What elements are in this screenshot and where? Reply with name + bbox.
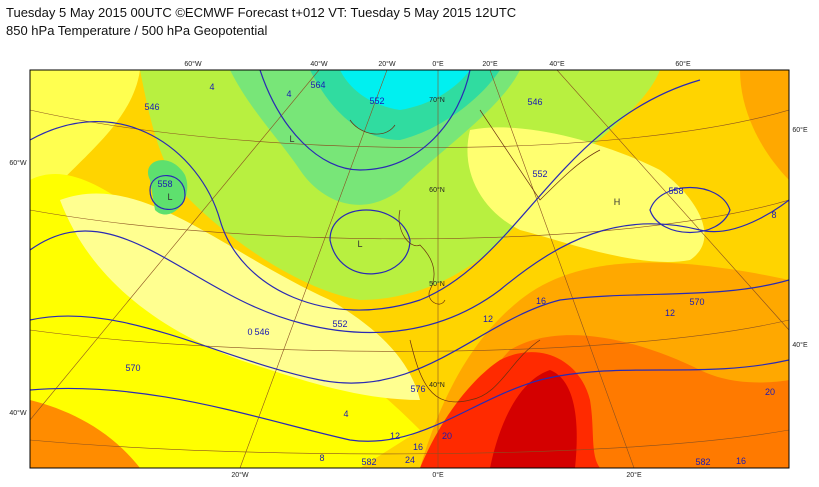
geopotential-label: 552 (332, 319, 347, 329)
map-fields (30, 70, 789, 468)
header: Tuesday 5 May 2015 00UTC ©ECMWF Forecast… (6, 4, 516, 40)
temperature-label: 4 (286, 89, 291, 99)
temperature-label: 12 (483, 314, 493, 324)
graticule (30, 70, 789, 468)
geopotential-label: 546 (144, 102, 159, 112)
contours (30, 70, 789, 442)
graticule-label: 60°N (429, 186, 445, 194)
graticule-label: 60°E (792, 126, 808, 134)
graticule-label: 20°W (378, 60, 396, 68)
geopotential-label: 582 (361, 457, 376, 467)
graticule-label: 0°E (432, 60, 444, 68)
pressure-center: L (289, 134, 294, 144)
subtitle-line: 850 hPa Temperature / 500 hPa Geopotenti… (6, 23, 268, 38)
pressure-center: L (167, 192, 172, 202)
temperature-label: 20 (765, 387, 775, 397)
temperature-label: 12 (665, 308, 675, 318)
temperature-label: 20 (442, 431, 452, 441)
geopotential-label: 546 (254, 327, 269, 337)
temperature-label: 8 (319, 453, 324, 463)
temperature-label: 16 (536, 296, 546, 306)
coastlines (349, 109, 601, 403)
title-line: Tuesday 5 May 2015 00UTC ©ECMWF Forecast… (6, 5, 517, 20)
geopotential-label: 570 (125, 363, 140, 373)
graticule-label: 20°E (626, 471, 642, 479)
temperature-label: 8 (771, 210, 776, 220)
graticule-label: 70°N (429, 96, 445, 104)
pressure-center: H (614, 197, 621, 207)
geopotential-label: 558 (668, 186, 683, 196)
temperature-label: 24 (405, 455, 415, 465)
geopotential-label: 564 (310, 80, 325, 90)
graticule-label: 20°W (231, 471, 249, 479)
temperature-label: 4 (343, 409, 348, 419)
temperature-label: 16 (413, 442, 423, 452)
map-frame (29, 69, 790, 469)
graticule-label: 0°E (432, 471, 444, 479)
geopotential-label: 558 (157, 179, 172, 189)
graticule-label: 60°E (675, 60, 691, 68)
graticule-label: 60°W (9, 159, 27, 167)
graticule-label: 20°E (482, 60, 498, 68)
geopotential-label: 552 (369, 96, 384, 106)
graticule-label: 40°N (429, 381, 445, 389)
temperature-label: 16 (736, 456, 746, 466)
graticule-label: 40°E (792, 341, 808, 349)
geopotential-label: 546 (527, 97, 542, 107)
geopotential-label: 552 (532, 169, 547, 179)
temperature-label: 4 (209, 82, 214, 92)
graticule-label: 40°W (9, 409, 27, 417)
temperature-label: 0 (247, 327, 252, 337)
temperature-label: 12 (390, 431, 400, 441)
graticule-label: 40°E (549, 60, 565, 68)
pressure-center: L (357, 239, 362, 249)
geopotential-label: 570 (689, 297, 704, 307)
graticule-label: 60°W (184, 60, 202, 68)
graticule-label: 40°W (310, 60, 328, 68)
geopotential-label: 582 (695, 457, 710, 467)
geopotential-label: 576 (410, 384, 425, 394)
graticule-label: 50°N (429, 280, 445, 288)
